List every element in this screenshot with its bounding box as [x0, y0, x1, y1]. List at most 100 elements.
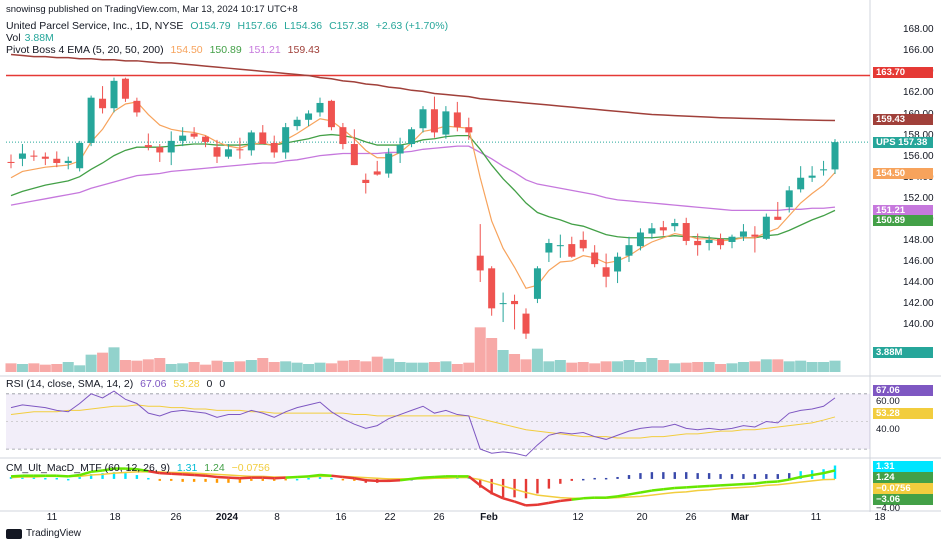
- candle-body: [202, 136, 210, 142]
- candle-body: [568, 244, 576, 257]
- tradingview-footer[interactable]: TradingView: [6, 528, 81, 539]
- candle-body: [247, 132, 255, 151]
- candle-body: [648, 228, 656, 234]
- macd-line-segment: [605, 495, 618, 499]
- candle-body: [545, 243, 553, 253]
- price-badge: −3.06: [873, 494, 933, 505]
- macd-histogram-bar: [135, 475, 139, 479]
- volume-bar: [39, 364, 51, 372]
- price-axis-label: 168.00: [903, 24, 934, 36]
- volume-bar: [577, 362, 589, 372]
- macd-line-segment: [159, 471, 172, 476]
- candle-body: [224, 149, 232, 157]
- candle-body: [373, 171, 381, 175]
- macd-histogram-bar: [673, 472, 676, 479]
- candle-body: [396, 145, 404, 154]
- macd-line-segment: [136, 467, 149, 473]
- macd-histogram-bar: [616, 476, 619, 479]
- macd-line-segment: [285, 475, 298, 479]
- macd-line-segment: [68, 473, 80, 478]
- macd-histogram-bar: [627, 475, 631, 479]
- macd-line-segment: [239, 476, 252, 480]
- candle-body: [808, 175, 816, 178]
- price-badge: 1.31: [873, 461, 933, 472]
- macd-line-segment: [297, 475, 309, 479]
- volume-bar: [291, 362, 303, 372]
- candle-body: [190, 133, 198, 137]
- price-badge: 67.06: [873, 385, 933, 396]
- macd-line-segment: [194, 473, 206, 477]
- macd-histogram-bar: [479, 478, 482, 488]
- macd-line-segment: [617, 493, 630, 498]
- price-axis-label: 162.00: [903, 87, 934, 99]
- time-axis-label: 18: [109, 512, 121, 523]
- volume-bar: [108, 347, 120, 372]
- macd-line-segment: [651, 488, 664, 492]
- candle-body: [7, 161, 15, 163]
- macd-line-segment: [502, 497, 515, 503]
- rsi-legend: RSI (14, close, SMA, 14, 2) 67.06 53.28 …: [6, 378, 226, 390]
- candle-body: [430, 109, 438, 133]
- price-badge: 3.88M: [873, 347, 933, 358]
- time-axis-label: 26: [170, 512, 182, 523]
- candle-body: [167, 140, 175, 153]
- volume-bar: [28, 363, 40, 372]
- price-badge: −4.00: [876, 503, 901, 514]
- change-value: +2.63 (+1.70%): [375, 20, 449, 32]
- volume-bar: [520, 359, 532, 372]
- macd-histogram-bar: [32, 476, 36, 479]
- volume-bar: [657, 360, 669, 372]
- volume-bar: [85, 354, 97, 372]
- candle-body: [499, 303, 507, 305]
- volume-bar: [406, 362, 418, 372]
- candle-body: [99, 98, 107, 109]
- volume-value: 3.88M: [24, 32, 54, 44]
- macd-line-segment: [171, 472, 183, 476]
- macd-line-segment: [79, 470, 92, 477]
- macd-histogram-bar: [765, 474, 768, 479]
- time-axis-label: 26: [685, 512, 697, 523]
- macd-histogram-bar: [215, 478, 219, 483]
- macd-histogram-bar: [170, 478, 173, 481]
- volume-bar: [715, 364, 727, 372]
- price-badge: 60.00: [876, 396, 900, 407]
- macd-line-segment: [731, 482, 744, 486]
- macd-line-segment: [674, 486, 687, 490]
- macd-line-segment: [468, 475, 481, 487]
- rsi-ma-line: [10, 404, 836, 439]
- macd-histogram-bar: [547, 478, 551, 489]
- macd-line-segment: [90, 469, 103, 474]
- candle-body: [694, 240, 702, 246]
- macd-line-segment: [743, 482, 755, 486]
- candle-body: [270, 142, 278, 153]
- price-axis-label: 152.00: [903, 192, 934, 204]
- candle-body: [762, 216, 770, 239]
- macd-line-segment: [709, 484, 721, 488]
- candle-body: [831, 142, 839, 170]
- volume-bar: [818, 362, 830, 372]
- price-axis-label: 140.00: [903, 319, 934, 331]
- volume-bar: [131, 360, 143, 372]
- volume-bar: [795, 360, 807, 372]
- macd-line-segment: [823, 469, 836, 475]
- volume-bar: [394, 362, 406, 372]
- volume-bar: [74, 365, 86, 372]
- time-axis-label: 11: [810, 512, 822, 523]
- macd-line-segment: [560, 498, 572, 503]
- candle-body: [682, 223, 690, 241]
- volume-bar: [440, 361, 452, 372]
- candle-body: [820, 169, 828, 171]
- candle-body: [144, 145, 152, 148]
- volume-bar: [726, 363, 738, 372]
- candle-body: [30, 155, 38, 157]
- macd-histogram-bar: [55, 477, 58, 480]
- volume-bar: [703, 362, 715, 372]
- macd-line-segment: [514, 500, 527, 507]
- candle-body: [339, 127, 347, 145]
- price-axis-label: 156.00: [903, 150, 934, 162]
- symbol-line: United Parcel Service, Inc., 1D, NYSE O1…: [6, 20, 452, 32]
- volume-bar: [142, 359, 154, 372]
- candle-body: [179, 135, 187, 141]
